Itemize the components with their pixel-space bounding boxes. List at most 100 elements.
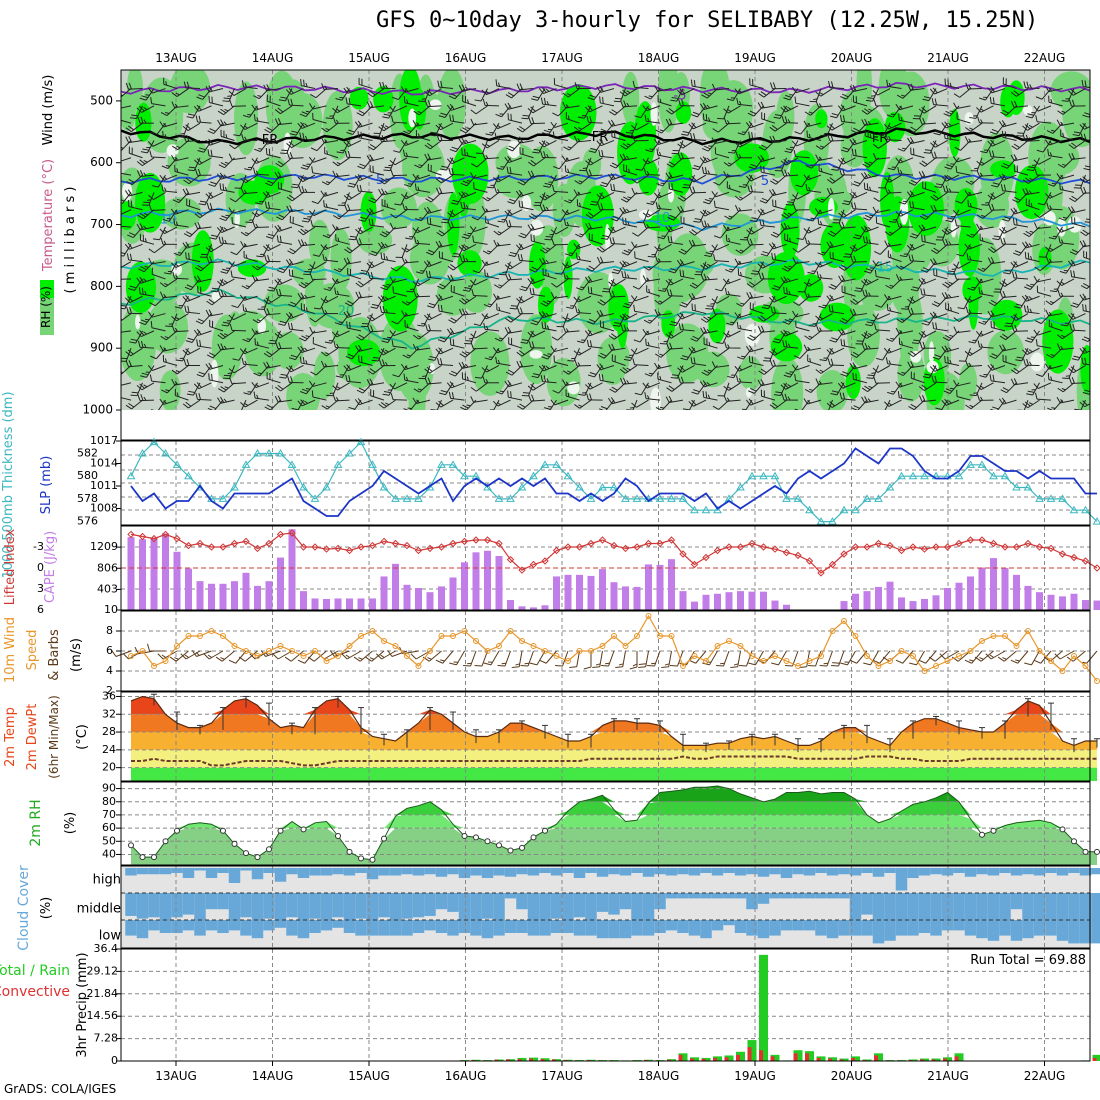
wind-barb <box>337 157 350 167</box>
barb-flag <box>734 142 740 148</box>
barb-flag <box>240 178 247 184</box>
barb-flag <box>244 136 247 141</box>
wind-barb <box>508 330 523 334</box>
barb-flag <box>378 189 383 196</box>
wind-barb <box>509 261 523 270</box>
barb-flag <box>446 328 452 335</box>
barb-flag <box>726 397 730 402</box>
barb-flag <box>541 356 548 360</box>
barb-flag <box>356 184 360 192</box>
rh-moist-region <box>461 270 492 314</box>
barb-flag <box>528 215 535 220</box>
barb-flag <box>217 343 222 351</box>
rh-moist-region <box>322 90 353 161</box>
barb-flag <box>174 210 179 214</box>
wind-barb <box>174 277 189 280</box>
barb-flag <box>691 239 696 247</box>
barb-flag <box>227 372 232 375</box>
wind-barb <box>381 205 396 211</box>
rh-saturated-region <box>948 108 961 158</box>
wind-barb <box>183 122 189 137</box>
wind-barb <box>589 239 603 245</box>
barb-flag <box>196 211 203 217</box>
wind-barb <box>711 296 718 310</box>
barb-flag <box>301 111 309 115</box>
wind-barb <box>346 209 362 212</box>
wind-barb <box>680 275 695 280</box>
barb-flag <box>737 356 744 360</box>
barb-flag <box>160 111 168 117</box>
barb-flag <box>680 195 687 200</box>
rh-very-dry-region <box>667 187 675 203</box>
barb-flag <box>657 140 662 145</box>
barb-flag <box>545 236 553 238</box>
wind-barb <box>547 347 557 360</box>
barb-flag <box>357 398 363 404</box>
barb-flag <box>224 239 227 244</box>
barb-flag <box>748 355 751 363</box>
barb-flag <box>738 89 743 94</box>
rh-moist-region <box>126 70 143 111</box>
wind-barb <box>148 192 155 206</box>
wind-barb <box>519 139 534 144</box>
barb-flag <box>372 356 380 359</box>
wind-barb <box>155 347 166 360</box>
barb-flag <box>739 196 744 199</box>
wind-barb <box>536 313 546 326</box>
wind-barb <box>530 399 546 402</box>
barb-flag <box>244 168 251 171</box>
wind-barb <box>611 243 626 245</box>
barb-flag <box>404 365 409 370</box>
barb-flag <box>417 388 422 391</box>
barb-flag <box>306 388 311 390</box>
barb-flag <box>646 106 650 110</box>
wind-barb <box>121 192 132 204</box>
barb-flag <box>348 238 356 241</box>
wind-barb <box>303 226 316 236</box>
wind-barb <box>370 105 385 109</box>
barb-flag <box>530 223 535 230</box>
barb-flag <box>521 285 528 289</box>
wind-barb <box>301 295 316 300</box>
barb-flag <box>705 308 713 310</box>
barb-flag <box>470 172 475 179</box>
wind-barb <box>691 138 707 141</box>
barb-flag <box>279 235 282 243</box>
barb-flag <box>367 271 371 279</box>
wind-barb <box>475 105 488 115</box>
wind-barb <box>485 313 500 320</box>
barb-flag <box>139 276 144 283</box>
wind-barb <box>485 209 500 213</box>
barb-flag <box>506 166 509 174</box>
barb-flag <box>725 269 732 273</box>
barb-flag <box>736 321 739 329</box>
barb-flag <box>321 83 325 90</box>
barb-flag <box>379 305 383 313</box>
barb-flag <box>745 122 751 129</box>
barb-flag <box>726 226 731 231</box>
barb-flag <box>619 368 626 374</box>
barb-flag <box>357 131 360 138</box>
barb-flag <box>336 343 339 348</box>
wind-barb <box>404 102 419 107</box>
wind-barb <box>445 382 454 395</box>
wind-barb <box>508 119 523 124</box>
barb-flag <box>653 192 659 199</box>
barb-flag <box>302 164 309 168</box>
wind-barb <box>636 399 649 408</box>
rh-profile-panel: -5FRFRFR5510101520 <box>121 70 1090 410</box>
wind-barb <box>393 345 408 349</box>
wind-barb <box>705 261 718 270</box>
barb-flag <box>530 159 537 165</box>
barb-flag <box>196 374 204 378</box>
wind-barb <box>693 399 707 407</box>
wind-barb <box>121 172 132 176</box>
wind-barb <box>669 226 684 233</box>
barb-flag <box>255 276 259 281</box>
barb-flag <box>141 95 148 99</box>
barb-flag <box>289 205 294 212</box>
barb-flag <box>589 318 596 323</box>
barb-flag <box>300 345 305 352</box>
barb-flag <box>309 273 313 280</box>
barb-flag <box>381 177 388 183</box>
